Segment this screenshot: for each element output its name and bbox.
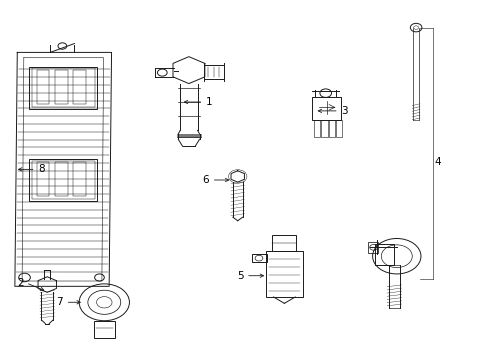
Bar	[55, 70, 67, 104]
Text: 6: 6	[202, 175, 209, 185]
Bar	[73, 162, 86, 196]
Bar	[37, 162, 49, 196]
Bar	[313, 120, 320, 138]
Bar	[73, 70, 86, 104]
Bar	[32, 161, 95, 199]
Bar	[328, 120, 334, 138]
Text: 4: 4	[434, 157, 440, 167]
Bar	[32, 68, 95, 107]
Bar	[271, 235, 296, 251]
Text: 1: 1	[205, 97, 212, 107]
Bar	[335, 120, 341, 138]
Text: 7: 7	[57, 297, 63, 307]
Bar	[311, 97, 341, 120]
Bar	[55, 162, 67, 196]
Bar	[251, 253, 266, 262]
Bar	[265, 251, 302, 297]
Bar	[37, 70, 49, 104]
Bar	[367, 242, 378, 253]
Bar	[29, 67, 97, 109]
Text: 5: 5	[236, 271, 243, 281]
Text: 2: 2	[17, 278, 23, 288]
Bar	[321, 120, 327, 138]
Bar	[94, 321, 115, 338]
Bar	[29, 159, 97, 201]
Text: 3: 3	[341, 106, 347, 116]
Bar	[374, 244, 393, 265]
Text: 8: 8	[38, 165, 44, 174]
